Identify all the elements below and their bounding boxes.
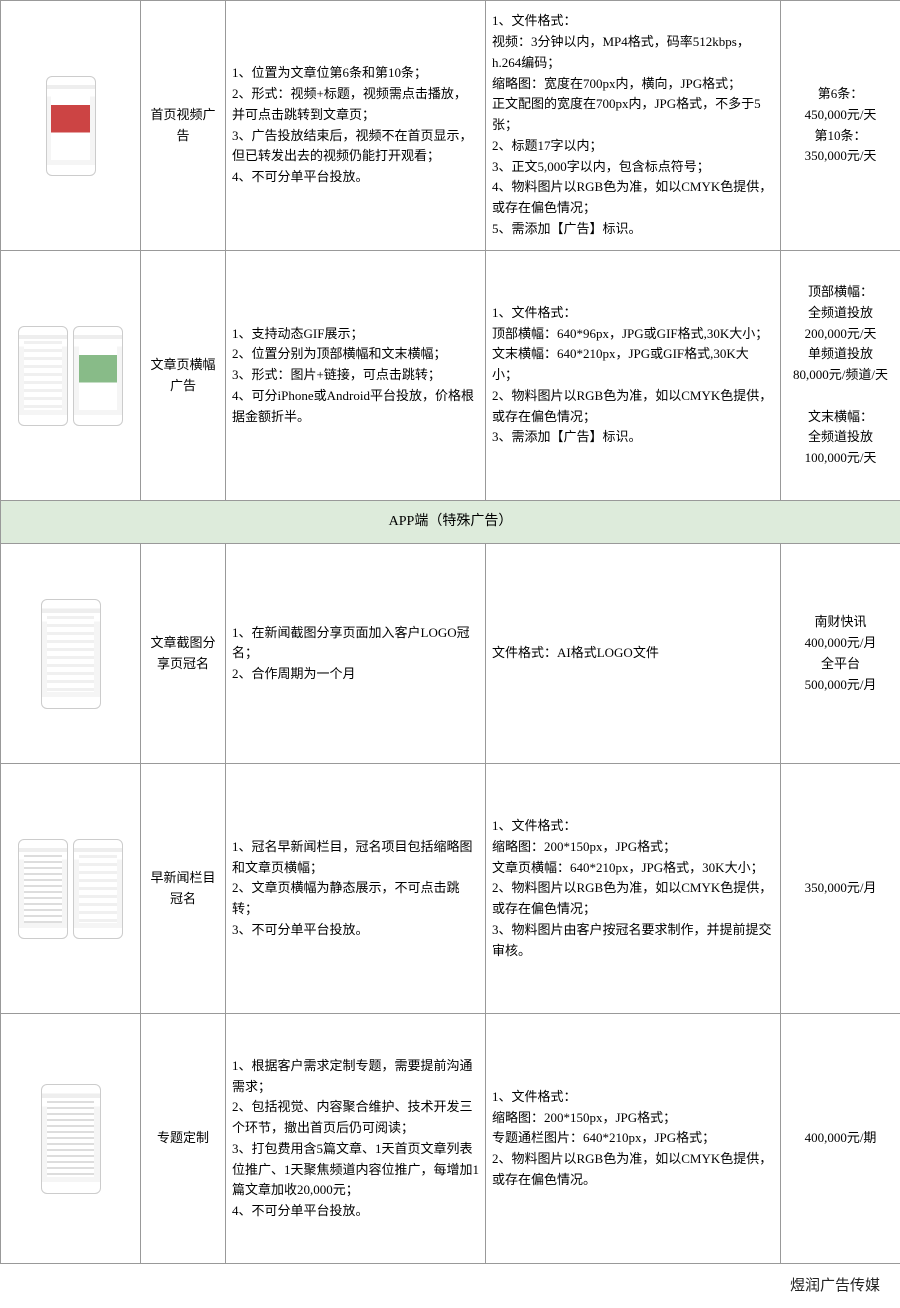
table-row: 早新闻栏目冠名 1、冠名早新闻栏目，冠名项目包括缩略图和文章页横幅； 2、文章页… <box>1 764 900 1014</box>
ad-price: 顶部横幅： 全频道投放 200,000元/天 单频道投放 80,000元/频道/… <box>781 251 900 501</box>
phone-mockup-icon <box>18 839 68 939</box>
ad-price: 350,000元/月 <box>781 764 900 1014</box>
table-row: 首页视频广告 1、位置为文章位第6条和第10条； 2、形式：视频+标题，视频需点… <box>1 1 900 251</box>
ad-spec: 1、文件格式： 缩略图：200*150px，JPG格式； 专题通栏图片：640*… <box>486 1014 781 1264</box>
ad-price: 400,000元/期 <box>781 1014 900 1264</box>
phone-mockup-icon <box>46 76 96 176</box>
ad-spec: 文件格式：AI格式LOGO文件 <box>486 544 781 764</box>
ad-spec: 1、文件格式： 顶部横幅：640*96px，JPG或GIF格式,30K大小； 文… <box>486 251 781 501</box>
ad-description: 1、在新闻截图分享页面加入客户LOGO冠名； 2、合作周期为一个月 <box>226 544 486 764</box>
table-row: 文章截图分享页冠名 1、在新闻截图分享页面加入客户LOGO冠名； 2、合作周期为… <box>1 544 900 764</box>
ad-price: 第6条： 450,000元/天 第10条： 350,000元/天 <box>781 1 900 251</box>
ad-name: 专题定制 <box>141 1014 226 1264</box>
preview-cell <box>1 544 141 764</box>
preview-cell <box>1 251 141 501</box>
phone-mockup-icon <box>73 326 123 426</box>
phone-mockup-icon <box>41 1084 101 1194</box>
footer-brand: 煜润广告传媒 <box>0 1264 900 1308</box>
ad-spec: 1、文件格式： 缩略图：200*150px，JPG格式； 文章页横幅：640*2… <box>486 764 781 1014</box>
table-row: 专题定制 1、根据客户需求定制专题，需要提前沟通需求； 2、包括视觉、内容聚合维… <box>1 1014 900 1264</box>
preview-cell <box>1 764 141 1014</box>
ad-name: 文章页横幅广告 <box>141 251 226 501</box>
ad-name: 首页视频广告 <box>141 1 226 251</box>
preview-cell <box>1 1 141 251</box>
ad-description: 1、冠名早新闻栏目，冠名项目包括缩略图和文章页横幅； 2、文章页横幅为静态展示，… <box>226 764 486 1014</box>
ad-name: 早新闻栏目冠名 <box>141 764 226 1014</box>
phone-mockup-icon <box>73 839 123 939</box>
ad-description: 1、位置为文章位第6条和第10条； 2、形式：视频+标题，视频需点击播放，并可点… <box>226 1 486 251</box>
ad-price: 南财快讯 400,000元/月 全平台 500,000元/月 <box>781 544 900 764</box>
ad-description: 1、支持动态GIF展示； 2、位置分别为顶部横幅和文末横幅； 3、形式：图片+链… <box>226 251 486 501</box>
preview-cell <box>1 1014 141 1264</box>
ad-name: 文章截图分享页冠名 <box>141 544 226 764</box>
ad-spec-table: 首页视频广告 1、位置为文章位第6条和第10条； 2、形式：视频+标题，视频需点… <box>0 0 900 1264</box>
ad-description: 1、根据客户需求定制专题，需要提前沟通需求； 2、包括视觉、内容聚合维护、技术开… <box>226 1014 486 1264</box>
section-header: APP端（特殊广告） <box>1 501 900 544</box>
ad-spec: 1、文件格式： 视频：3分钟以内，MP4格式，码率512kbps，h.264编码… <box>486 1 781 251</box>
table-row: 文章页横幅广告 1、支持动态GIF展示； 2、位置分别为顶部横幅和文末横幅； 3… <box>1 251 900 501</box>
phone-mockup-icon <box>18 326 68 426</box>
phone-mockup-icon <box>41 599 101 709</box>
section-header-row: APP端（特殊广告） <box>1 501 900 544</box>
